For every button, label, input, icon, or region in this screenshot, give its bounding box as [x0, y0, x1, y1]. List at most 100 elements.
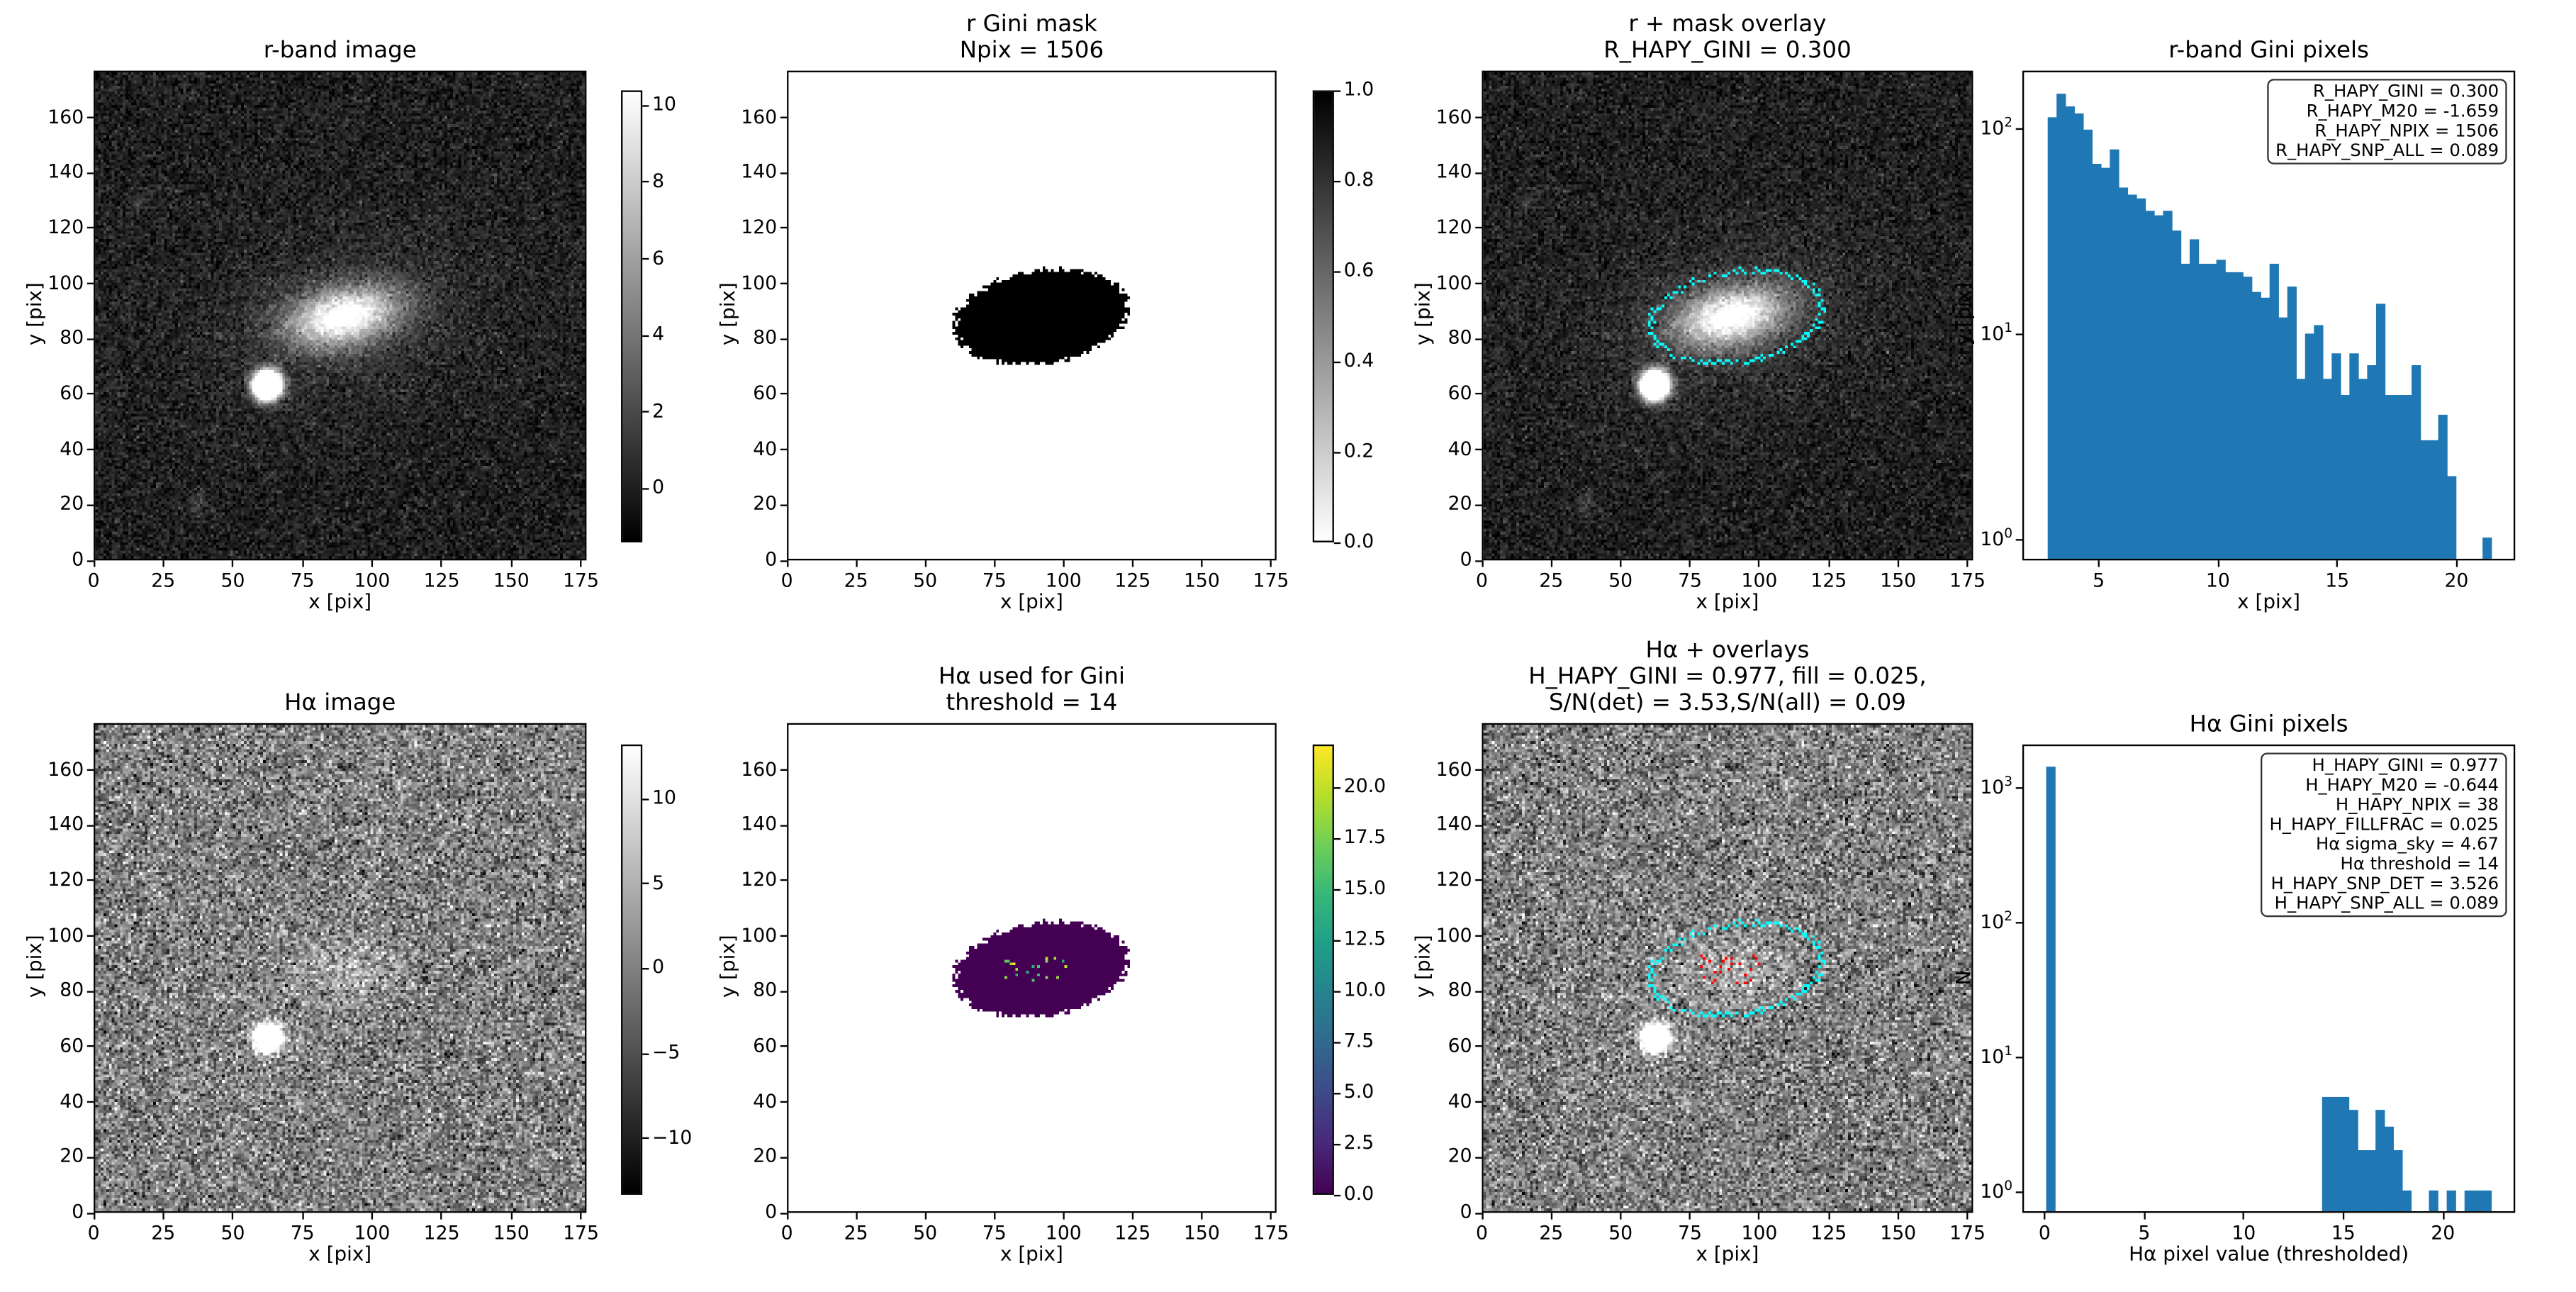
panel-title: r Gini mask Npix = 1506 [959, 11, 1104, 65]
x-tick-mark [371, 560, 374, 567]
x-tick-label: 75 [290, 568, 315, 592]
y-tick-label: 140 [741, 160, 778, 183]
x-tick-mark [580, 1213, 582, 1220]
colorbar-tick-label: 0.0 [1343, 1181, 1374, 1205]
histogram-bar [2083, 129, 2093, 559]
x-tick-label: 25 [1539, 1220, 1564, 1244]
stats-line: H_HAPY_SNP_DET = 3.526 [2270, 874, 2499, 894]
y-tick-label: 80 [753, 325, 778, 350]
y-tick-label: 40 [60, 1088, 84, 1113]
histogram-bar [2127, 194, 2137, 559]
x-tick-mark [1131, 560, 1133, 567]
x-tick-label: 15 [2325, 568, 2350, 592]
stats-line: H_HAPY_NPIX = 38 [2335, 795, 2499, 815]
x-tick-label: 100 [354, 568, 391, 592]
histogram-bar [2375, 1110, 2385, 1212]
y-tick-mark [1475, 1046, 1482, 1048]
colorbar-tick-mark [642, 967, 649, 970]
histogram-bar [2305, 333, 2314, 559]
y-tick-mark [1475, 172, 1482, 174]
x-tick-mark [1201, 1213, 1203, 1220]
histogram-bar [2092, 163, 2102, 559]
mask-image [788, 72, 1275, 559]
colorbar-tick-label: 17.5 [1343, 825, 1387, 848]
y-tick-mark [86, 824, 94, 827]
colorbar-tick-label: 0 [652, 475, 665, 499]
y-tick-mark [1475, 282, 1482, 285]
y-tick-label: 100 [1435, 270, 1472, 294]
x-tick-label: 150 [1880, 1220, 1917, 1244]
histogram-bar [2358, 379, 2368, 559]
y-tick-mark [86, 1212, 94, 1214]
x-tick-label: 25 [844, 1220, 868, 1244]
y-tick-label: 140 [47, 812, 84, 835]
histogram-bar [2429, 1190, 2438, 1212]
y-tick-label: 100 [47, 923, 84, 947]
histogram-bar [2438, 414, 2448, 559]
histogram-plot [2046, 767, 2492, 1212]
histogram-bar [2171, 230, 2182, 559]
y-tick-label: 80 [60, 325, 84, 350]
x-tick-mark [924, 1213, 926, 1220]
y-tick-mark [86, 1046, 94, 1048]
y-tick-mark [2015, 921, 2022, 923]
colorbar-tick-label: 20.0 [1343, 774, 1387, 798]
x-tick-mark [162, 1213, 164, 1220]
x-tick-label: 0 [1475, 1220, 1488, 1244]
x-tick-mark [2442, 1213, 2444, 1220]
x-axis-label: Hα pixel value (thresholded) [2129, 1242, 2409, 1266]
x-tick-label: 0 [87, 568, 100, 592]
histogram-bar [2464, 1190, 2474, 1212]
y-tick-label: 120 [741, 215, 778, 238]
x-tick-mark [1063, 560, 1065, 567]
r-image [95, 72, 586, 559]
histogram-bar [2225, 272, 2235, 559]
y-axis-label: y [pix] [1411, 935, 1435, 998]
histogram-bar [2180, 263, 2190, 559]
x-tick-label: 10 [2205, 568, 2230, 592]
y-tick-label: 102 [1980, 115, 2013, 140]
y-tick-label: 40 [753, 436, 778, 460]
y-tick-label: 120 [47, 215, 84, 238]
histogram-bar [2420, 440, 2430, 559]
colorbar [1312, 744, 1334, 1195]
y-tick-label: 0 [1460, 1199, 1472, 1223]
y-tick-mark [1475, 227, 1482, 230]
y-tick-mark [1475, 338, 1482, 340]
x-tick-mark [1897, 1213, 1899, 1220]
histogram-bar [2429, 440, 2439, 559]
y-tick-label: 100 [1980, 1179, 2013, 1203]
colorbar-tick-mark [1333, 541, 1341, 543]
y-tick-mark [2015, 538, 2022, 540]
y-tick-mark [780, 282, 788, 285]
y-tick-label: 0 [72, 547, 84, 571]
colorbar-tick-mark [1333, 1142, 1341, 1145]
colorbar-tick-mark [1333, 786, 1341, 789]
y-tick-mark [1475, 879, 1482, 882]
x-tick-label: 150 [1183, 1220, 1220, 1244]
colorbar-tick-label: 10 [652, 92, 677, 116]
stats-line: R_HAPY_M20 = -1.659 [2306, 101, 2499, 122]
panel-title: Hα Gini pixels [2189, 711, 2348, 738]
x-tick-label: 75 [982, 568, 1007, 592]
panel-title: Hα image [284, 690, 396, 717]
y-tick-mark [86, 116, 94, 119]
y-tick-label: 100 [1435, 923, 1472, 947]
histogram-bar [2296, 379, 2306, 559]
x-tick-mark [580, 560, 582, 567]
y-tick-mark [780, 991, 788, 993]
x-tick-label: 25 [1539, 568, 1564, 592]
y-tick-label: 20 [753, 491, 778, 516]
y-tick-mark [1475, 449, 1482, 451]
x-tick-label: 125 [1810, 568, 1847, 592]
x-tick-label: 25 [151, 568, 176, 592]
histogram-bar [2074, 113, 2084, 559]
x-axis-label: x [pix] [1696, 1242, 1759, 1266]
x-axis-label: x [pix] [1000, 590, 1063, 613]
histogram-bar [2251, 291, 2261, 559]
histogram-bar [2393, 1150, 2403, 1212]
stats-line: H_HAPY_GINI = 0.977 [2312, 756, 2499, 776]
histogram-bar [2163, 211, 2173, 559]
y-tick-label: 102 [1980, 909, 2013, 934]
histogram-bar [2216, 260, 2226, 559]
